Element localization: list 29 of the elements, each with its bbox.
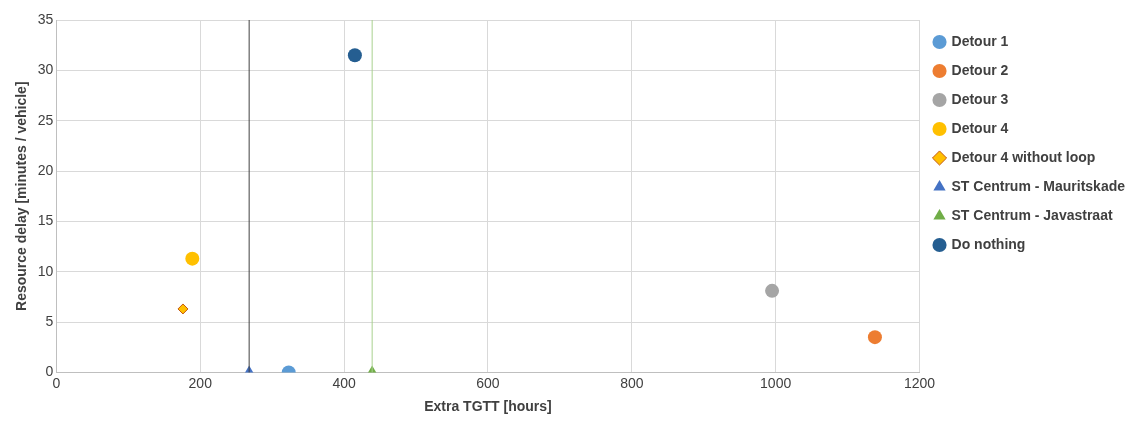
- legend-label: Detour 1: [951, 32, 1009, 49]
- x-tick-label: 600: [476, 374, 500, 391]
- legend-label: ST Centrum - Javastraat: [951, 206, 1113, 223]
- y-tick-label: 30: [37, 61, 54, 78]
- legend-label: Detour 2: [951, 61, 1009, 78]
- legend-label: Detour 4 without loop: [951, 148, 1096, 165]
- legend-label: Detour 3: [951, 90, 1009, 107]
- y-tick-label: 15: [37, 212, 54, 229]
- y-tick-label: 5: [45, 312, 54, 329]
- x-tick-label: 400: [332, 374, 356, 391]
- point: [185, 251, 200, 266]
- y-axis-title: Resource delay [minutes / vehicle]: [13, 81, 30, 311]
- point: [867, 330, 882, 345]
- point: [177, 303, 189, 315]
- x-tick-label: 200: [188, 374, 213, 391]
- x-tick-label: 1000: [760, 374, 792, 391]
- legend-label: Detour 4: [951, 119, 1009, 136]
- y-tick-label: 35: [37, 10, 54, 27]
- x-tick-label: 1200: [903, 374, 936, 391]
- y-tick-label: 25: [37, 111, 54, 128]
- legend-label: Do nothing: [951, 235, 1026, 252]
- y-tick-label: 0: [45, 363, 54, 380]
- y-tick-label: 20: [37, 161, 54, 178]
- point: [347, 48, 362, 63]
- y-tick-label: 10: [37, 262, 54, 279]
- x-tick-label: 800: [620, 374, 644, 391]
- legend-label: ST Centrum - Mauritskade: [951, 177, 1126, 194]
- x-axis-title: Extra TGTT [hours]: [424, 398, 552, 415]
- point: [765, 283, 780, 298]
